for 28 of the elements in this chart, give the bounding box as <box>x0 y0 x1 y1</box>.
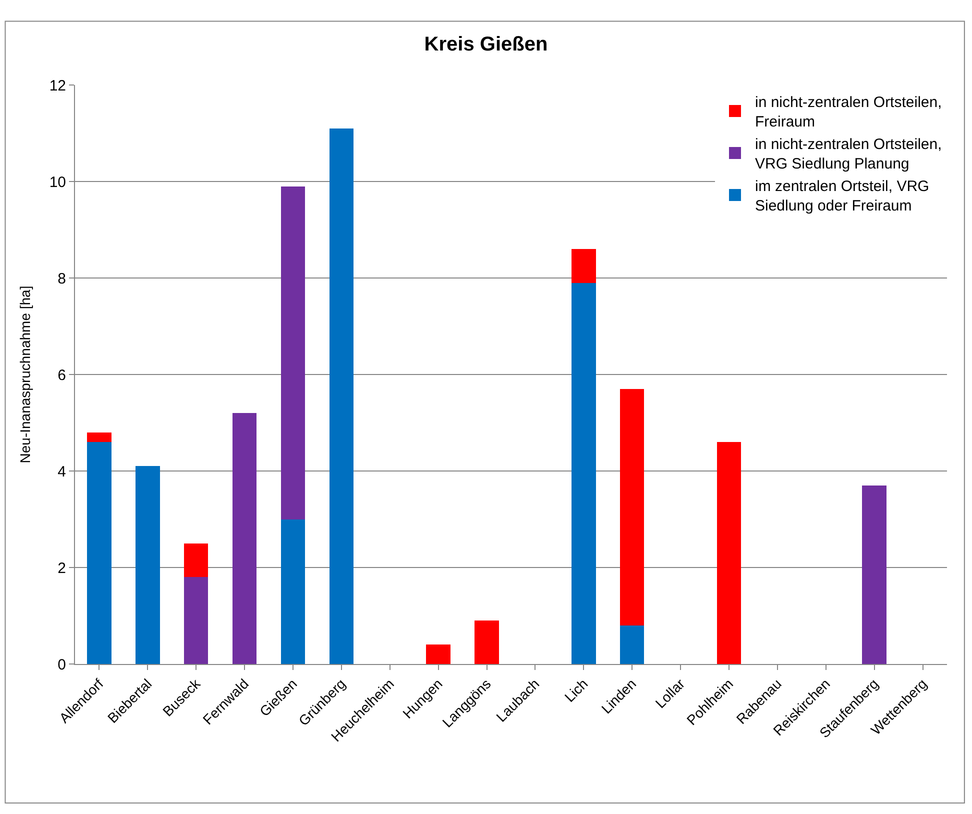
legend-label: im zentralen Ortsteil, VRG Siedlung oder Freiraum <box>755 178 930 215</box>
bar <box>329 128 354 664</box>
x-tick-label: Lich <box>561 676 591 706</box>
y-tick-label: 6 <box>58 366 66 384</box>
bar <box>232 413 257 664</box>
bar <box>184 543 208 578</box>
bar <box>572 249 596 283</box>
y-tick-label: 2 <box>58 560 66 577</box>
bar <box>862 485 886 664</box>
bar <box>87 442 112 664</box>
y-tick-label: 4 <box>58 463 66 480</box>
bar <box>136 466 160 664</box>
y-tick-label: 10 <box>49 174 66 191</box>
bar <box>716 442 742 664</box>
bar <box>620 388 644 626</box>
bar <box>280 186 306 520</box>
bar <box>280 519 306 664</box>
bar <box>474 620 499 664</box>
y-axis-title: Neu-Inanaspruchnahme [ha] <box>16 286 33 464</box>
y-tick-label: 8 <box>58 270 66 288</box>
bar <box>620 625 644 664</box>
y-tick-label: 0 <box>58 656 66 674</box>
chart-title: Kreis Gießen <box>424 34 548 56</box>
bar <box>572 282 596 664</box>
bar <box>87 432 112 442</box>
bar <box>184 577 208 664</box>
y-tick-label: 12 <box>49 77 66 94</box>
bar <box>426 644 450 664</box>
